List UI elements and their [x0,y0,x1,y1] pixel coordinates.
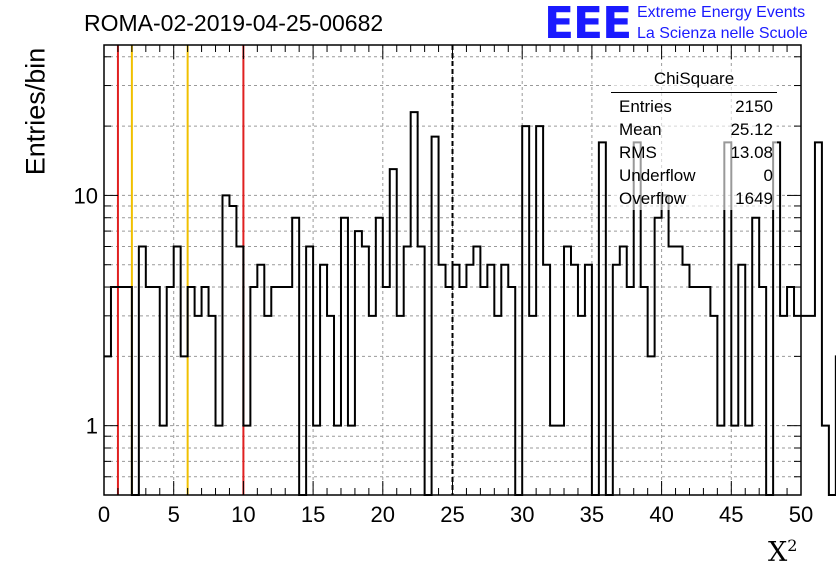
x-tick-label: 5 [168,502,180,527]
x-tick-label: 20 [371,502,395,527]
x-tick-label: 0 [98,502,110,527]
stats-row-overflow: Overflow 1649 [611,187,777,210]
stats-value: 0 [763,166,773,185]
y-tick-label: 10 [74,183,98,208]
axis-ticks [103,45,802,495]
stats-value: 13.08 [730,143,773,162]
histogram-outline [104,111,836,496]
stats-row-entries: Entries 2150 [611,95,777,118]
x-tick-label: 10 [231,502,255,527]
x-tick-label: 15 [301,502,325,527]
x-axis-label-sup: 2 [787,536,798,555]
stats-label: Mean [619,120,662,139]
stats-label: Underflow [619,166,696,185]
logo-line-2: La Scienza nelle Scuole [637,25,808,42]
y-tick-label: 1 [86,414,98,439]
y-axis-label: Entries/bin [20,47,51,176]
stats-row-rms: RMS 13.08 [611,141,777,164]
stats-value: 1649 [735,189,773,208]
x-tick-label: 40 [649,502,673,527]
stats-title: ChiSquare [611,68,777,93]
logo-line-1: Extreme Energy Events [637,4,806,21]
stats-box: ChiSquare Entries 2150 Mean 25.12 RMS 13.08… [611,68,777,210]
stats-row-mean: Mean 25.12 [611,118,777,141]
x-axis-label-base: X [768,537,788,568]
reference-lines [116,45,454,495]
stats-label: RMS [619,143,657,162]
x-tick-label: 50 [789,502,813,527]
stats-row-underflow: Underflow 0 [611,164,777,187]
stats-label: Entries [619,97,672,116]
logo-mark: EEE [544,0,632,49]
x-tick-label: 30 [510,502,534,527]
x-axis-label: X2 [768,536,797,568]
chart-title: ROMA-02-2019-04-25-00682 [84,10,384,36]
eee-logo: EEE Extreme Energy Events La Scienza nel… [544,2,834,46]
stats-value: 25.12 [730,120,773,139]
stats-label: Overflow [619,189,687,208]
x-tick-label: 45 [719,502,743,527]
x-tick-label: 35 [580,502,604,527]
x-tick-label: 25 [440,502,464,527]
stats-value: 2150 [735,97,773,116]
tick-labels: 0 5 10 15 20 25 30 35 40 45 50 1 10 [74,183,814,527]
